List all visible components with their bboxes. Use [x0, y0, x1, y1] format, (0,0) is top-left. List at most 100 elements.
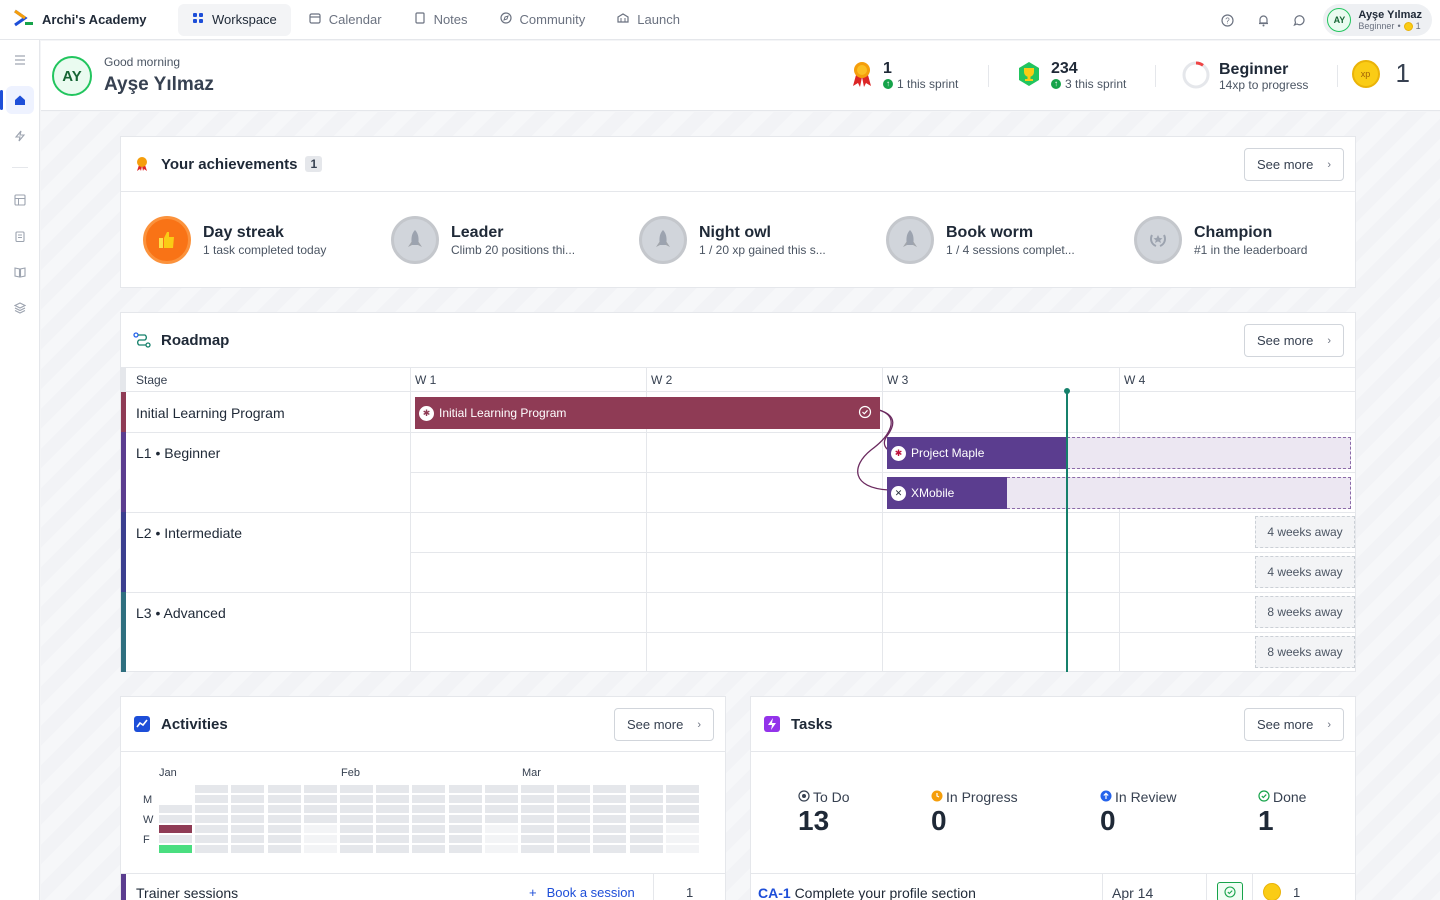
achievements-card: Your achievements 1 See more › Day streak… — [120, 136, 1356, 288]
heatmap-cell — [521, 825, 554, 833]
achievement-champion[interactable]: Champion #1 in the leaderboard — [1134, 216, 1307, 264]
achievement-leader[interactable]: Leader Climb 20 positions thi... — [391, 216, 575, 264]
workspace-main: Your achievements 1 See more › Day streak… — [41, 112, 1440, 900]
roadmap-bar-initial-program[interactable]: ✱ Initial Learning Program — [415, 397, 880, 429]
heatmap-cell — [665, 795, 699, 803]
nav-notes[interactable]: Notes — [400, 4, 482, 36]
task-status-done[interactable]: Done 1 — [1258, 789, 1306, 837]
complete-task-button[interactable] — [1217, 882, 1243, 900]
home-icon[interactable] — [0, 86, 34, 114]
locked-rocket-badge-icon — [639, 216, 687, 264]
heatmap-cell — [484, 815, 518, 823]
month-label: Jan — [159, 767, 177, 779]
task-row[interactable]: CA-1 Complete your profile section Apr 1… — [751, 873, 1355, 900]
board-icon[interactable] — [6, 186, 34, 214]
help-icon[interactable]: ? — [1209, 4, 1245, 36]
main-nav: Workspace Calendar Notes Community Launc… — [178, 0, 694, 40]
card-title: Roadmap — [161, 331, 230, 349]
heatmap-cell — [629, 815, 663, 823]
sessions-label: Trainer sessions — [136, 885, 239, 900]
heatmap-cell — [340, 795, 373, 803]
status-label: To Do — [813, 789, 850, 805]
week-header: W 3 — [887, 373, 909, 387]
activities-card: Activities See more › Jan Feb Mar M W F T… — [120, 696, 726, 900]
achievement-title: Champion — [1194, 223, 1273, 241]
month-label: Mar — [522, 767, 541, 779]
trophies-stat[interactable]: 234 ↑ 3 this sprint — [1015, 60, 1126, 91]
nav-calendar[interactable]: Calendar — [295, 4, 396, 36]
see-more-button[interactable]: See more › — [1243, 324, 1344, 357]
heatmap-cell — [521, 795, 554, 803]
stage-header-marker — [121, 368, 126, 392]
heatmap-cell — [521, 845, 554, 853]
see-more-label: See more — [626, 717, 684, 732]
bar-remaining — [1007, 477, 1351, 509]
rail-divider — [12, 167, 28, 168]
nav-community[interactable]: Community — [486, 4, 600, 36]
menu-icon[interactable] — [6, 46, 34, 74]
nav-launch[interactable]: Launch — [603, 4, 694, 36]
book-session-link[interactable]: + Book a session — [529, 885, 635, 900]
heatmap-cell — [195, 845, 229, 853]
check-circle-icon — [858, 405, 872, 422]
bell-icon[interactable] — [1245, 4, 1281, 36]
grid-line — [653, 874, 654, 900]
heatmap-cell — [267, 845, 301, 853]
status-count: 1 — [1258, 805, 1274, 836]
clipboard-icon[interactable] — [6, 222, 34, 250]
brand[interactable]: Archi's Academy — [0, 9, 170, 30]
task-id: CA-1 — [758, 885, 791, 900]
xp-stat[interactable]: xp 1 — [1351, 58, 1410, 89]
roadmap-card: Roadmap See more › Stage W 1 W 2 W 3 W 4 — [120, 312, 1356, 672]
month-label: Feb — [341, 767, 360, 779]
route-icon — [133, 331, 151, 349]
medal-icon — [133, 155, 151, 173]
layers-icon[interactable] — [6, 294, 34, 322]
see-more-button[interactable]: See more › — [613, 708, 714, 741]
roadmap-header-row: Stage W 1 W 2 W 3 W 4 — [121, 368, 1355, 392]
community-icon — [499, 12, 512, 27]
day-label: F — [143, 834, 150, 846]
heatmap-cell — [231, 815, 265, 823]
grid-line — [410, 632, 1355, 633]
heatmap-cell — [557, 825, 591, 833]
task-status-in-review[interactable]: In Review 0 — [1100, 789, 1176, 837]
chevron-right-icon: › — [1327, 334, 1331, 347]
weeks-away-chip: 8 weeks away — [1255, 636, 1355, 668]
heatmap-cell — [665, 815, 699, 823]
nav-workspace[interactable]: Workspace — [178, 3, 291, 36]
heatmap-cell — [159, 815, 192, 823]
stage-color-bar — [121, 392, 126, 432]
heatmap-cell — [340, 815, 373, 823]
arrow-up-icon: ↑ — [883, 79, 893, 89]
heatmap-cell — [593, 795, 627, 803]
see-more-button[interactable]: See more › — [1243, 708, 1344, 741]
trainer-sessions-row: Trainer sessions + Book a session 1 — [121, 873, 725, 900]
svg-text:?: ? — [1225, 16, 1230, 25]
roadmap-bar-project-maple[interactable]: ✱ Project Maple — [887, 437, 1067, 469]
task-status-todo[interactable]: To Do 13 — [798, 789, 850, 837]
chat-icon[interactable] — [1281, 4, 1317, 36]
nav-label: Notes — [433, 12, 468, 27]
see-more-button[interactable]: See more › — [1243, 148, 1344, 181]
heatmap-cell — [593, 815, 627, 823]
book-icon[interactable] — [6, 258, 34, 286]
chevron-right-icon: › — [697, 718, 701, 731]
stage-label: L3 • Advanced — [136, 605, 226, 621]
achievement-book-worm[interactable]: Book worm 1 / 4 sessions complet... — [886, 216, 1075, 264]
achievement-day-streak[interactable]: Day streak 1 task completed today — [143, 216, 326, 264]
week-header: W 4 — [1124, 373, 1146, 387]
chevron-right-icon: › — [1327, 718, 1331, 731]
user-menu[interactable]: AY Ayşe Yılmaz Beginner • 1 — [1323, 4, 1432, 36]
achievements-stat[interactable]: 1 ↑ 1 this sprint — [849, 60, 958, 91]
bolt-icon[interactable] — [6, 122, 34, 150]
achievement-night-owl[interactable]: Night owl 1 / 20 xp gained this s... — [639, 216, 826, 264]
roadmap-bar-xmobile[interactable]: ✕ XMobile — [887, 477, 1007, 509]
heatmap-cell — [412, 795, 446, 803]
nav-label: Calendar — [328, 12, 382, 27]
task-status-in-progress[interactable]: In Progress 0 — [931, 789, 1018, 837]
level-stat[interactable]: Beginner 14xp to progress — [1181, 60, 1308, 93]
heatmap-cell — [195, 835, 229, 843]
review-arrow-icon — [1100, 789, 1112, 805]
heatmap-cell — [484, 835, 518, 843]
